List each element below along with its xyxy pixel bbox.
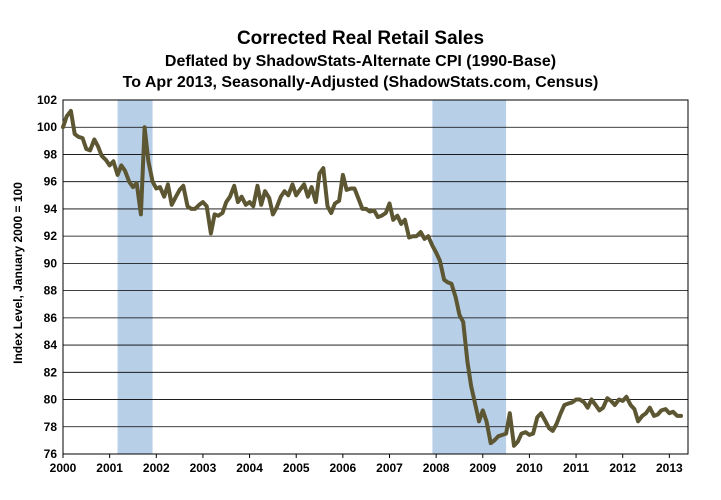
chart-title: Corrected Real Retail Sales [236,28,485,49]
y-tick-86: 86 [44,311,58,325]
x-tick-2002: 2002 [143,461,170,475]
x-tick-2004: 2004 [236,461,263,475]
x-tick-2000: 2000 [50,461,77,475]
x-tick-2007: 2007 [376,461,403,475]
x-tick-2003: 2003 [190,461,217,475]
y-tick-82: 82 [44,365,58,379]
y-tick-94: 94 [44,202,58,216]
x-tick-2011: 2011 [563,461,589,475]
y-tick-96: 96 [44,175,58,189]
x-tick-2006: 2006 [329,461,356,475]
x-tick-2013: 2013 [656,461,683,475]
y-tick-78: 78 [44,420,58,434]
plot-frame [62,99,689,455]
recession-bands [117,100,507,454]
x-tick-labels: 2000 2001 2002 2003 2004 2005 2006 2007 2008 2009… [50,454,683,475]
x-tick-2005: 2005 [283,461,310,475]
y-tick-84: 84 [44,338,58,352]
series-line-1 [61,108,683,448]
y-tick-90: 90 [44,256,58,270]
y-tick-92: 92 [44,229,58,243]
x-tick-2001: 2001 [96,461,123,475]
y-tick-88: 88 [44,284,58,298]
chart-subtitle-1: Deflated by ShadowStats-Alternate CPI (1… [164,53,557,70]
x-tick-2008: 2008 [423,461,450,475]
y-tick-100: 100 [37,120,57,134]
y-tick-102: 102 [37,93,57,107]
y-tick-76: 76 [44,447,58,461]
y-axis-label: Index Level, January 2000 = 100 [11,182,25,364]
y-tick-98: 98 [44,147,58,161]
y-tick-labels: 76 78 80 82 84 86 88 90 92 94 96 98 100 102 [37,93,57,461]
x-tick-2012: 2012 [609,461,636,475]
series-group [61,108,683,448]
x-tick-2010: 2010 [516,461,543,475]
y-tick-80: 80 [44,393,58,407]
x-tick-2009: 2009 [469,461,496,475]
chart-subtitle-2: To Apr 2013, Seasonally-Adjusted (Shadow… [122,74,599,91]
